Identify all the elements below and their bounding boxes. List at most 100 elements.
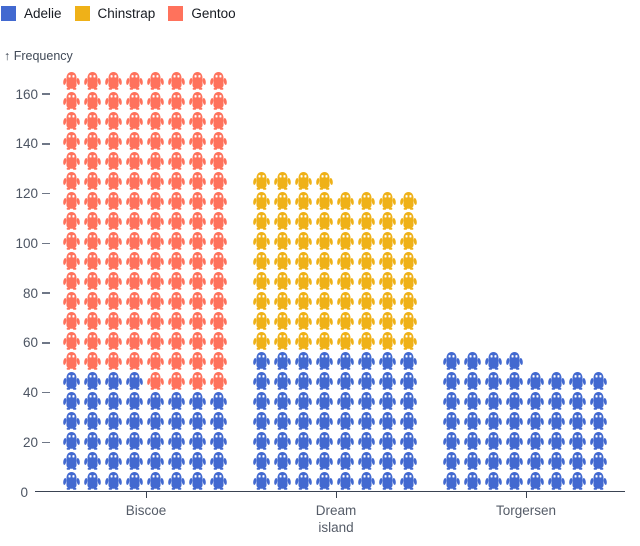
penguin-icon [316, 412, 333, 430]
penguin-icon [253, 172, 270, 190]
penguin-unit [589, 471, 608, 490]
penguin-unit [273, 451, 292, 470]
penguin-icon [506, 392, 523, 410]
penguin-icon [400, 212, 417, 230]
penguin-icon [274, 212, 291, 230]
penguin-unit [357, 471, 376, 490]
penguin-icon [337, 332, 354, 350]
penguin-icon [274, 332, 291, 350]
penguin-unit [273, 331, 292, 350]
penguin-unit [104, 71, 123, 90]
penguin-unit [83, 191, 102, 210]
penguin-unit [125, 471, 144, 490]
penguin-unit [167, 111, 186, 130]
penguin-icon [84, 472, 101, 490]
penguin-icon [274, 172, 291, 190]
y-tick-mark [42, 192, 50, 195]
penguin-unit [188, 211, 207, 230]
penguin-icon [400, 192, 417, 210]
penguin-unit [273, 311, 292, 330]
penguin-icon [527, 412, 544, 430]
penguin-icon [506, 412, 523, 430]
penguin-unit [294, 291, 313, 310]
penguin-icon [189, 432, 206, 450]
penguin-unit [294, 431, 313, 450]
penguin-unit [252, 411, 271, 430]
penguin-icon [168, 352, 185, 370]
penguin-unit [146, 391, 165, 410]
penguin-unit [209, 211, 228, 230]
penguin-icon [84, 72, 101, 90]
penguin-icon [147, 472, 164, 490]
penguin-icon [400, 232, 417, 250]
penguin-icon [337, 252, 354, 270]
penguin-icon [337, 232, 354, 250]
penguin-unit [62, 211, 81, 230]
penguin-icon [126, 172, 143, 190]
penguin-unit [62, 291, 81, 310]
penguin-unit [62, 351, 81, 370]
penguin-icon [253, 252, 270, 270]
penguin-unit [252, 171, 271, 190]
penguin-icon [464, 412, 481, 430]
penguin-icon [84, 212, 101, 230]
penguin-icon [168, 452, 185, 470]
penguin-icon [105, 392, 122, 410]
penguin-icon [316, 252, 333, 270]
penguin-icon [485, 372, 502, 390]
penguin-icon [105, 112, 122, 130]
penguin-unit [589, 431, 608, 450]
penguin-icon [337, 192, 354, 210]
penguin-icon [126, 112, 143, 130]
penguin-icon [84, 372, 101, 390]
penguin-icon [569, 432, 586, 450]
penguin-unit [252, 331, 271, 350]
penguin-unit [83, 111, 102, 130]
penguin-icon [316, 332, 333, 350]
penguin-icon [210, 132, 227, 150]
penguin-icon [63, 352, 80, 370]
penguin-unit [336, 291, 355, 310]
penguin-icon [485, 432, 502, 450]
penguin-unit [273, 231, 292, 250]
penguin-unit [188, 431, 207, 450]
penguin-icon [527, 372, 544, 390]
penguin-unit [589, 391, 608, 410]
penguin-icon [316, 432, 333, 450]
penguin-unit [378, 191, 397, 210]
penguin-icon [295, 252, 312, 270]
penguin-icon [569, 372, 586, 390]
penguin-icon [400, 412, 417, 430]
penguin-icon [337, 272, 354, 290]
x-tick-label-line: island [318, 519, 354, 535]
penguin-unit [104, 211, 123, 230]
penguin-icon [168, 92, 185, 110]
penguin-unit [146, 91, 165, 110]
penguin-icon [168, 292, 185, 310]
penguin-unit [104, 151, 123, 170]
penguin-icon [337, 292, 354, 310]
legend-swatch-adelie [1, 6, 16, 21]
penguin-icon [210, 432, 227, 450]
penguin-unit [83, 91, 102, 110]
penguin-unit [104, 271, 123, 290]
penguin-unit [104, 91, 123, 110]
penguin-icon [400, 292, 417, 310]
penguin-unit [252, 291, 271, 310]
penguin-unit [315, 431, 334, 450]
penguin-icon [316, 352, 333, 370]
penguin-icon [379, 372, 396, 390]
penguin-unit [188, 351, 207, 370]
penguin-unit [357, 451, 376, 470]
penguin-unit [442, 391, 461, 410]
penguin-unit [315, 411, 334, 430]
penguin-icon [147, 132, 164, 150]
penguin-unit [83, 291, 102, 310]
penguin-unit [505, 451, 524, 470]
penguin-unit [188, 371, 207, 390]
penguin-unit [273, 251, 292, 270]
penguin-icon [189, 72, 206, 90]
penguin-unit [273, 371, 292, 390]
penguin-unit [378, 351, 397, 370]
